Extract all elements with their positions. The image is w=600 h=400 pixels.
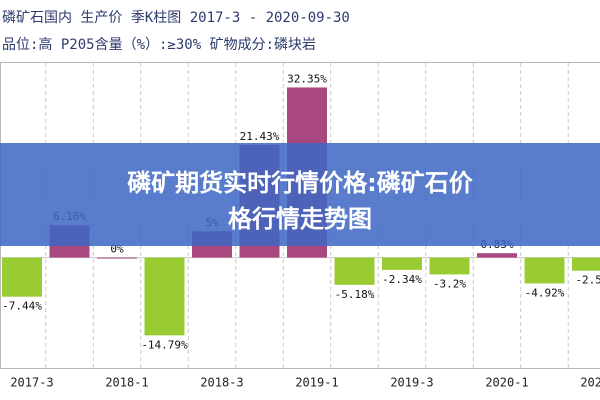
- value-label: -3.2%: [433, 277, 466, 290]
- banner-line: 磷矿期货实时行情价格:磷矿石价: [127, 169, 474, 197]
- chart-title: 磷矿石国内 生产价 季K柱图 2017-3 - 2020-09-30: [2, 10, 350, 26]
- value-label: -7.44%: [2, 300, 42, 313]
- chart-subtitle: 品位:高 P205含量（%）:≥30% 矿物成分:磷块岩: [2, 36, 316, 53]
- x-tick-label: 2019-3: [390, 376, 433, 390]
- x-tick-label: 2018-3: [200, 376, 243, 390]
- bar: [572, 257, 600, 271]
- x-tick-label: 2017-3: [10, 376, 53, 390]
- x-tick-label: 2020-1: [485, 376, 528, 390]
- x-tick-label: 2018-1: [105, 376, 148, 390]
- value-label: -5.18%: [335, 288, 375, 301]
- bar: [429, 257, 470, 275]
- bar: [524, 257, 565, 284]
- value-label: -2.5%: [575, 274, 600, 287]
- value-label: 32.35%: [287, 72, 327, 85]
- x-tick-label: 2019-1: [295, 376, 338, 390]
- value-label: 21.43%: [240, 130, 280, 143]
- value-label: -4.92%: [525, 286, 565, 299]
- bar: [382, 257, 422, 270]
- banner-line: 格行情走势图: [228, 205, 372, 233]
- x-tick-label: 2020-3: [580, 376, 600, 390]
- banner: [0, 143, 600, 246]
- bar: [477, 253, 517, 258]
- value-label: -2.34%: [382, 273, 422, 286]
- bar: [97, 257, 137, 259]
- bar: [144, 257, 185, 336]
- value-label: -14.79%: [141, 338, 188, 351]
- bar: [334, 257, 375, 285]
- bar: [2, 257, 42, 297]
